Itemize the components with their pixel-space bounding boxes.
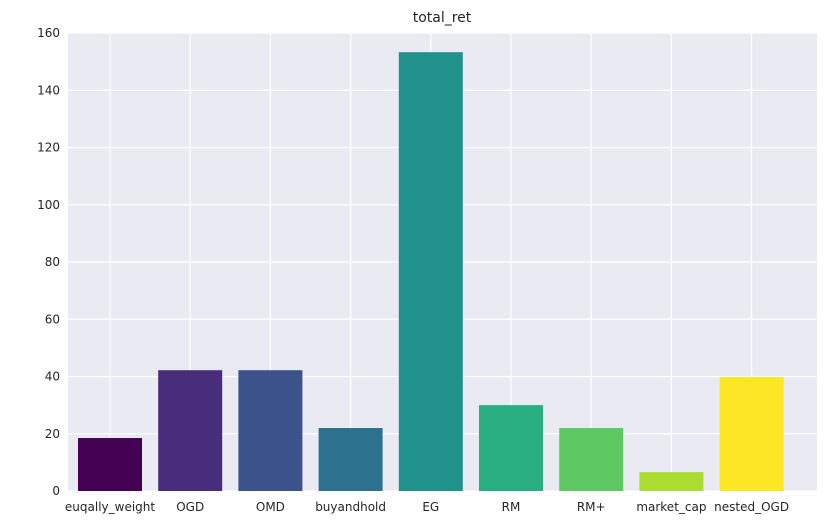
chart-title: total_ret [413, 10, 472, 26]
x-tick-label: OGD [176, 500, 204, 514]
bar-OMD [238, 370, 303, 491]
bar-OGD [158, 370, 223, 491]
y-tick-label: 40 [45, 370, 60, 384]
bar-RM [479, 405, 543, 491]
y-tick-label: 80 [45, 255, 60, 269]
x-tick-label: euqally_weight [65, 500, 155, 514]
bars-group [78, 52, 784, 492]
y-tick-label: 120 [37, 141, 60, 155]
y-tick-label: 140 [37, 83, 60, 97]
y-tick-labels: 0 20 40 60 80 100 120 140 160 [37, 26, 60, 498]
bar-market_cap [639, 472, 704, 491]
bar-buyandhold [318, 428, 383, 491]
x-tick-label: EG [422, 500, 439, 514]
x-tick-labels: euqally_weight OGD OMD buyandhold EG RM RM+ mar… [65, 500, 789, 514]
x-tick-label: buyandhold [315, 500, 386, 514]
bar-RM+ [559, 428, 624, 491]
y-tick-label: 0 [52, 484, 60, 498]
bar-EG [398, 52, 463, 492]
x-tick-label: RM+ [577, 500, 606, 514]
x-tick-label: RM [502, 500, 521, 514]
y-tick-label: 20 [45, 427, 60, 441]
x-tick-label: OMD [256, 500, 285, 514]
y-tick-label: 160 [37, 26, 60, 40]
x-tick-label: market_cap [636, 500, 706, 514]
y-tick-label: 60 [45, 312, 60, 326]
y-tick-label: 100 [37, 198, 60, 212]
bar-euqally_weight [78, 438, 142, 491]
bar-nested_OGD [719, 377, 784, 491]
x-tick-label: nested_OGD [714, 500, 789, 514]
